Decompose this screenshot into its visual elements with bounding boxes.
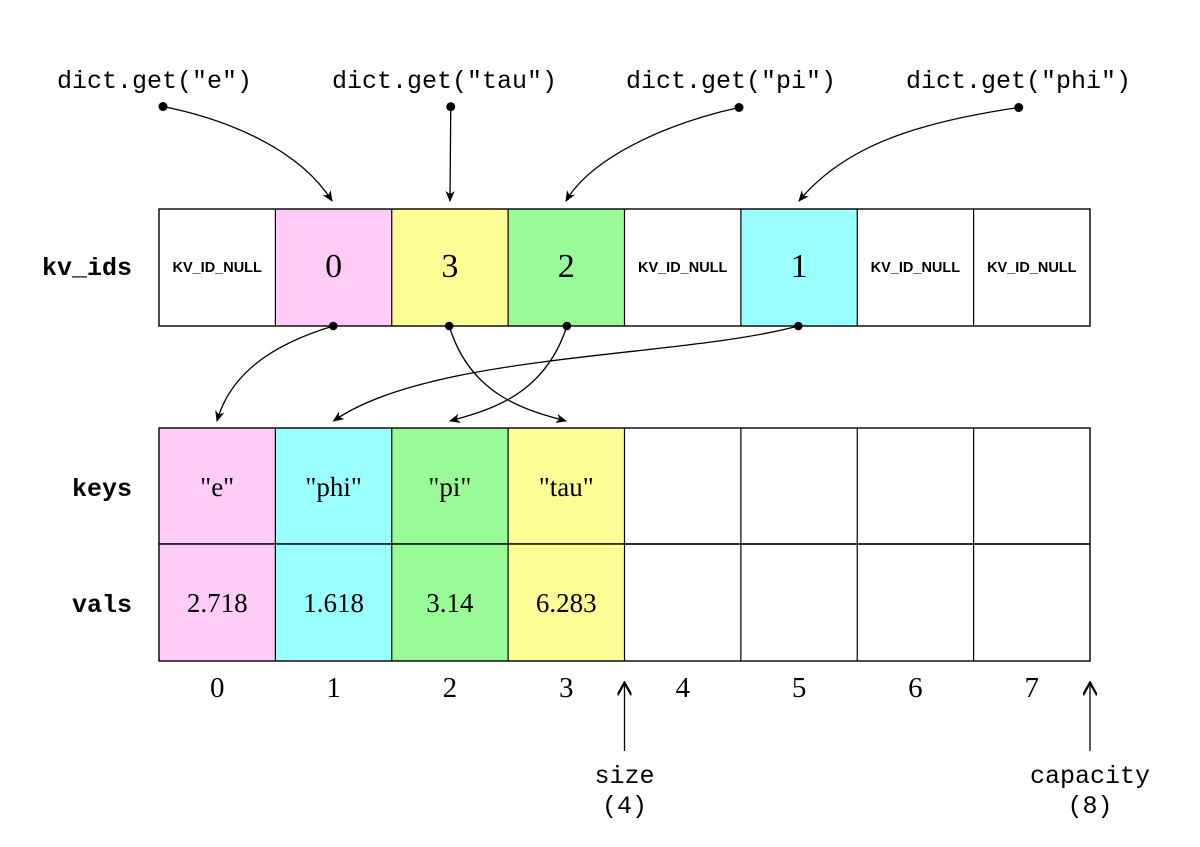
svg-text:"pi": "pi" bbox=[428, 472, 471, 502]
svg-text:3: 3 bbox=[559, 672, 574, 704]
svg-text:keys: keys bbox=[72, 475, 132, 504]
svg-text:kv_ids: kv_ids bbox=[42, 254, 132, 283]
svg-text:dict.get("phi"): dict.get("phi") bbox=[906, 67, 1131, 96]
svg-text:KV_ID_NULL: KV_ID_NULL bbox=[987, 260, 1077, 276]
svg-text:4: 4 bbox=[675, 672, 690, 704]
svg-text:KV_ID_NULL: KV_ID_NULL bbox=[172, 260, 262, 276]
svg-text:"phi": "phi" bbox=[305, 472, 362, 502]
svg-text:KV_ID_NULL: KV_ID_NULL bbox=[638, 260, 728, 276]
svg-text:vals: vals bbox=[72, 591, 132, 620]
svg-text:"tau": "tau" bbox=[539, 472, 594, 502]
svg-text:3: 3 bbox=[441, 248, 458, 285]
svg-text:1.618: 1.618 bbox=[303, 588, 364, 618]
svg-text:1: 1 bbox=[326, 672, 341, 704]
svg-text:1: 1 bbox=[791, 248, 808, 285]
svg-text:size: size bbox=[594, 762, 654, 791]
svg-text:dict.get("pi"): dict.get("pi") bbox=[626, 67, 836, 96]
svg-text:KV_ID_NULL: KV_ID_NULL bbox=[871, 260, 961, 276]
svg-text:5: 5 bbox=[792, 672, 807, 704]
svg-text:2: 2 bbox=[443, 672, 458, 704]
svg-text:(8): (8) bbox=[1067, 792, 1112, 821]
svg-text:capacity: capacity bbox=[1030, 762, 1150, 791]
svg-text:"e": "e" bbox=[200, 472, 234, 502]
svg-text:2: 2 bbox=[558, 248, 575, 285]
svg-text:6: 6 bbox=[908, 672, 923, 704]
svg-text:dict.get("e"): dict.get("e") bbox=[57, 67, 252, 96]
svg-text:6.283: 6.283 bbox=[536, 588, 597, 618]
svg-text:7: 7 bbox=[1025, 672, 1040, 704]
svg-text:0: 0 bbox=[325, 248, 342, 285]
svg-text:dict.get("tau"): dict.get("tau") bbox=[332, 67, 557, 96]
svg-text:3.14: 3.14 bbox=[426, 588, 474, 618]
svg-text:(4): (4) bbox=[602, 792, 647, 821]
svg-text:0: 0 bbox=[210, 672, 225, 704]
svg-text:2.718: 2.718 bbox=[187, 588, 248, 618]
